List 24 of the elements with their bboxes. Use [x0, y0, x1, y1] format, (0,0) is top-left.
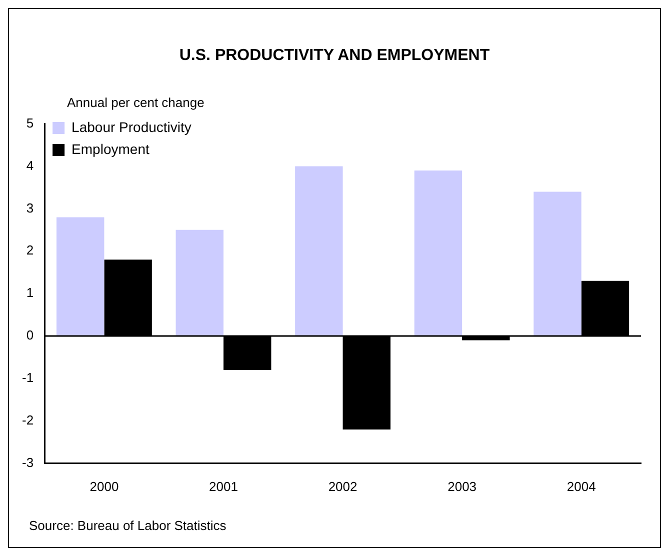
y-tick-label: 0 [26, 328, 34, 343]
bar [414, 170, 462, 336]
y-tick-label: 5 [26, 115, 34, 130]
legend-label: Employment [72, 140, 150, 157]
x-tick-label: 2002 [328, 478, 358, 494]
y-tick-label: -3 [22, 454, 34, 470]
x-tick-label: 2001 [209, 478, 238, 494]
y-tick-label: 1 [26, 285, 34, 300]
bar [56, 217, 104, 336]
x-tick-label: 2003 [448, 478, 477, 494]
bar [176, 230, 224, 336]
y-axis-title: Annual per cent change [67, 95, 204, 110]
bar [295, 166, 343, 336]
x-tick-label: 2004 [566, 478, 596, 494]
x-tick-label: 2000 [90, 478, 119, 494]
y-tick-label: 3 [26, 200, 34, 216]
chart-title: U.S. PRODUCTIVITY AND EMPLOYMENT [178, 47, 491, 65]
y-tick-label: 4 [26, 158, 34, 173]
bar [534, 192, 582, 336]
y-tick-label: -2 [22, 412, 34, 428]
y-tick-label: 2 [26, 242, 34, 258]
source-note: Source: Bureau of Labor Statistics [29, 518, 226, 533]
legend-label: Labour Productivity [72, 118, 192, 135]
y-tick-label: -1 [22, 370, 34, 386]
